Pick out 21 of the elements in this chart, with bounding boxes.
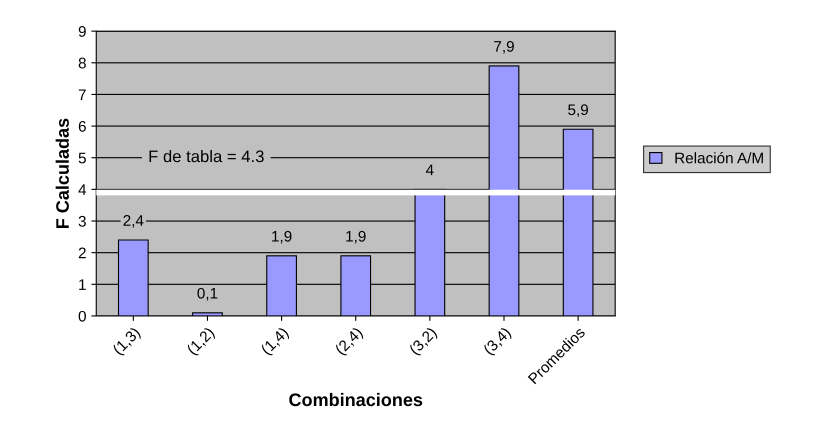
y-tick-label: 4 [78,184,86,195]
x-axis-title: Combinaciones [289,392,422,406]
annotation: F de tabla = 4.3 [150,150,264,162]
data-label: 5,9 [568,104,588,117]
y-tick-label: 0 [78,310,86,322]
data-label: 4 [426,164,434,176]
y-tick-label: 5 [78,152,86,164]
y-tick-label: 2 [78,248,86,258]
y-tick-label: 9 [78,26,86,37]
data-label: 7,9 [494,41,514,54]
data-label: 1,9 [272,230,292,244]
y-tick-label: 1 [79,279,86,290]
y-tick-label: 3 [78,216,86,227]
legend-label: Relación A/M [675,152,763,164]
data-label: 1,9 [346,230,366,244]
data-label: 0,1 [197,288,218,300]
y-axis-title: F Calculadas [56,118,69,228]
y-tick-label: 8 [78,58,86,68]
data-label: 2,4 [123,215,144,228]
y-tick-label: 6 [78,120,86,132]
y-tick-label: 7 [78,89,86,100]
